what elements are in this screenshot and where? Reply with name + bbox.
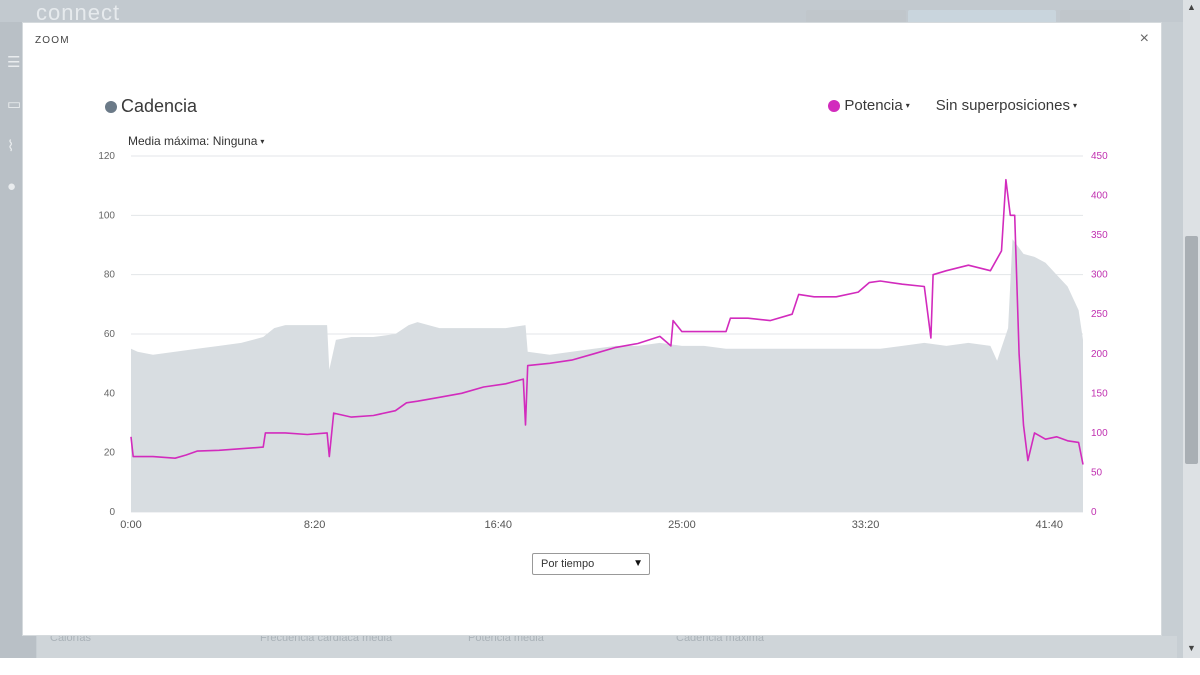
y-left-tick-label: 40 [104, 388, 116, 399]
x-axis-mode-select[interactable]: Por tiempo ▼ [532, 553, 650, 575]
chevron-down-icon: ▾ [260, 136, 265, 146]
x-tick-label: 41:40 [1035, 519, 1063, 531]
user-icon: ● [7, 178, 17, 195]
menu-icon: ☰ [7, 54, 21, 71]
y-right-tick-label: 250 [1091, 309, 1108, 320]
y-left-tick-label: 0 [109, 507, 115, 518]
app-logo: connect [36, 0, 121, 25]
background-header-button [1060, 10, 1130, 24]
x-tick-label: 33:20 [852, 519, 880, 531]
legend-cadence-label: Cadencia [121, 96, 198, 116]
left-y-axis: 0 20 40 60 80 100 120 [98, 151, 115, 518]
background-stats-row [37, 636, 1177, 658]
chevron-down-icon: ▼ [633, 558, 643, 569]
x-tick-label: 16:40 [485, 519, 513, 531]
power-line-series [130, 178, 1084, 465]
bottom-bar [0, 658, 1200, 675]
background-header-button [908, 10, 1056, 24]
close-icon[interactable]: × [1139, 30, 1149, 47]
overlay-label: Sin superposiciones [935, 97, 1070, 114]
power-dot-icon [828, 99, 841, 112]
cadence-power-chart[interactable]: 0 20 40 60 80 100 120 0 50 100 150 200 250 300 350 400… [23, 23, 1161, 543]
overlay-dropdown[interactable]: Sin superposiciones ▾ [936, 97, 1077, 114]
activity-icon: ▭ [7, 96, 22, 113]
y-left-tick-label: 120 [98, 151, 115, 162]
y-left-tick-label: 80 [104, 270, 116, 281]
max-average-dropdown[interactable]: Media máxima: Ninguna ▾ [128, 134, 264, 148]
max-average-label: Media máxima: Ninguna [128, 134, 258, 148]
y-right-tick-label: 200 [1091, 349, 1108, 360]
y-left-tick-label: 20 [104, 448, 116, 459]
legend-right: Potencia ▾ Sin superposiciones ▾ [802, 97, 1077, 114]
y-left-tick-label: 60 [104, 329, 116, 340]
legend-cadence[interactable]: Cadencia [105, 96, 197, 117]
scrollbar-thumb[interactable] [1185, 236, 1198, 464]
y-right-tick-label: 400 [1091, 191, 1108, 202]
scroll-down-icon[interactable]: ▼ [1187, 643, 1196, 653]
y-right-tick-label: 450 [1091, 151, 1108, 162]
y-left-tick-label: 100 [98, 210, 115, 221]
modal-title: ZOOM [35, 35, 70, 46]
x-tick-label: 8:20 [304, 519, 325, 531]
y-right-tick-label: 300 [1091, 270, 1108, 281]
cadence-dot-icon [105, 100, 117, 113]
chevron-down-icon: ▾ [1072, 101, 1077, 110]
cadence-area-series [131, 239, 1083, 512]
right-y-axis: 0 50 100 150 200 250 300 350 400 450 [1091, 151, 1108, 518]
background-header: connect [0, 0, 1183, 25]
x-tick-label: 25:00 [668, 519, 696, 531]
y-right-tick-label: 100 [1091, 428, 1108, 439]
power-line [130, 178, 1084, 465]
scroll-up-icon[interactable]: ▲ [1187, 2, 1196, 12]
x-axis: 0:00 8:20 16:40 25:00 33:20 41:40 [120, 519, 1063, 531]
power-series-label: Potencia [844, 97, 903, 114]
y-right-tick-label: 0 [1091, 507, 1097, 518]
y-right-tick-label: 50 [1091, 467, 1103, 478]
background-header-button [806, 10, 906, 24]
cadence-area [131, 239, 1083, 512]
power-series-dropdown[interactable]: Potencia ▾ [828, 97, 910, 114]
chevron-down-icon: ▾ [905, 101, 910, 110]
segments-icon: ⌇ [7, 138, 15, 155]
y-right-tick-label: 150 [1091, 388, 1108, 399]
y-right-tick-label: 350 [1091, 230, 1108, 241]
x-tick-label: 0:00 [120, 519, 141, 531]
zoom-modal: ZOOM × Cadencia Potencia ▾ Sin superposi… [22, 22, 1162, 636]
x-axis-mode-value: Por tiempo [541, 558, 595, 570]
